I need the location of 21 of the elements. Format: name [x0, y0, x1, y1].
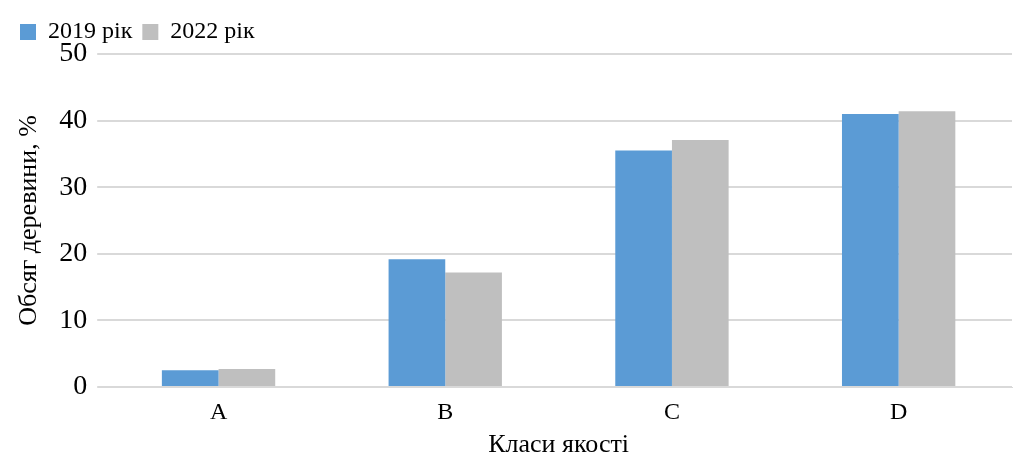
bar [841, 113, 899, 386]
bar [898, 111, 956, 386]
legend-label: 2019 рік [48, 17, 133, 44]
bar [671, 139, 729, 386]
x-tick-label: A [209, 397, 228, 424]
x-tick-label: B [437, 397, 454, 424]
bar [218, 369, 276, 386]
x-tick-label: C [663, 397, 680, 424]
bar [445, 272, 502, 386]
y-tick-label: 40 [59, 102, 88, 134]
x-tick-label: D [889, 397, 908, 424]
y-axis-title: Обсяг деревини, % [13, 115, 43, 326]
bar [615, 150, 672, 386]
x-axis-title: Класи якості [488, 429, 630, 459]
y-tick-label: 10 [59, 302, 88, 334]
y-tick-label: 30 [59, 169, 88, 201]
y-tick-label: 0 [73, 369, 88, 401]
legend-label: 2022 рік [170, 17, 255, 44]
y-tick-label: 20 [59, 236, 88, 268]
bar [161, 370, 219, 386]
bar [388, 259, 446, 386]
